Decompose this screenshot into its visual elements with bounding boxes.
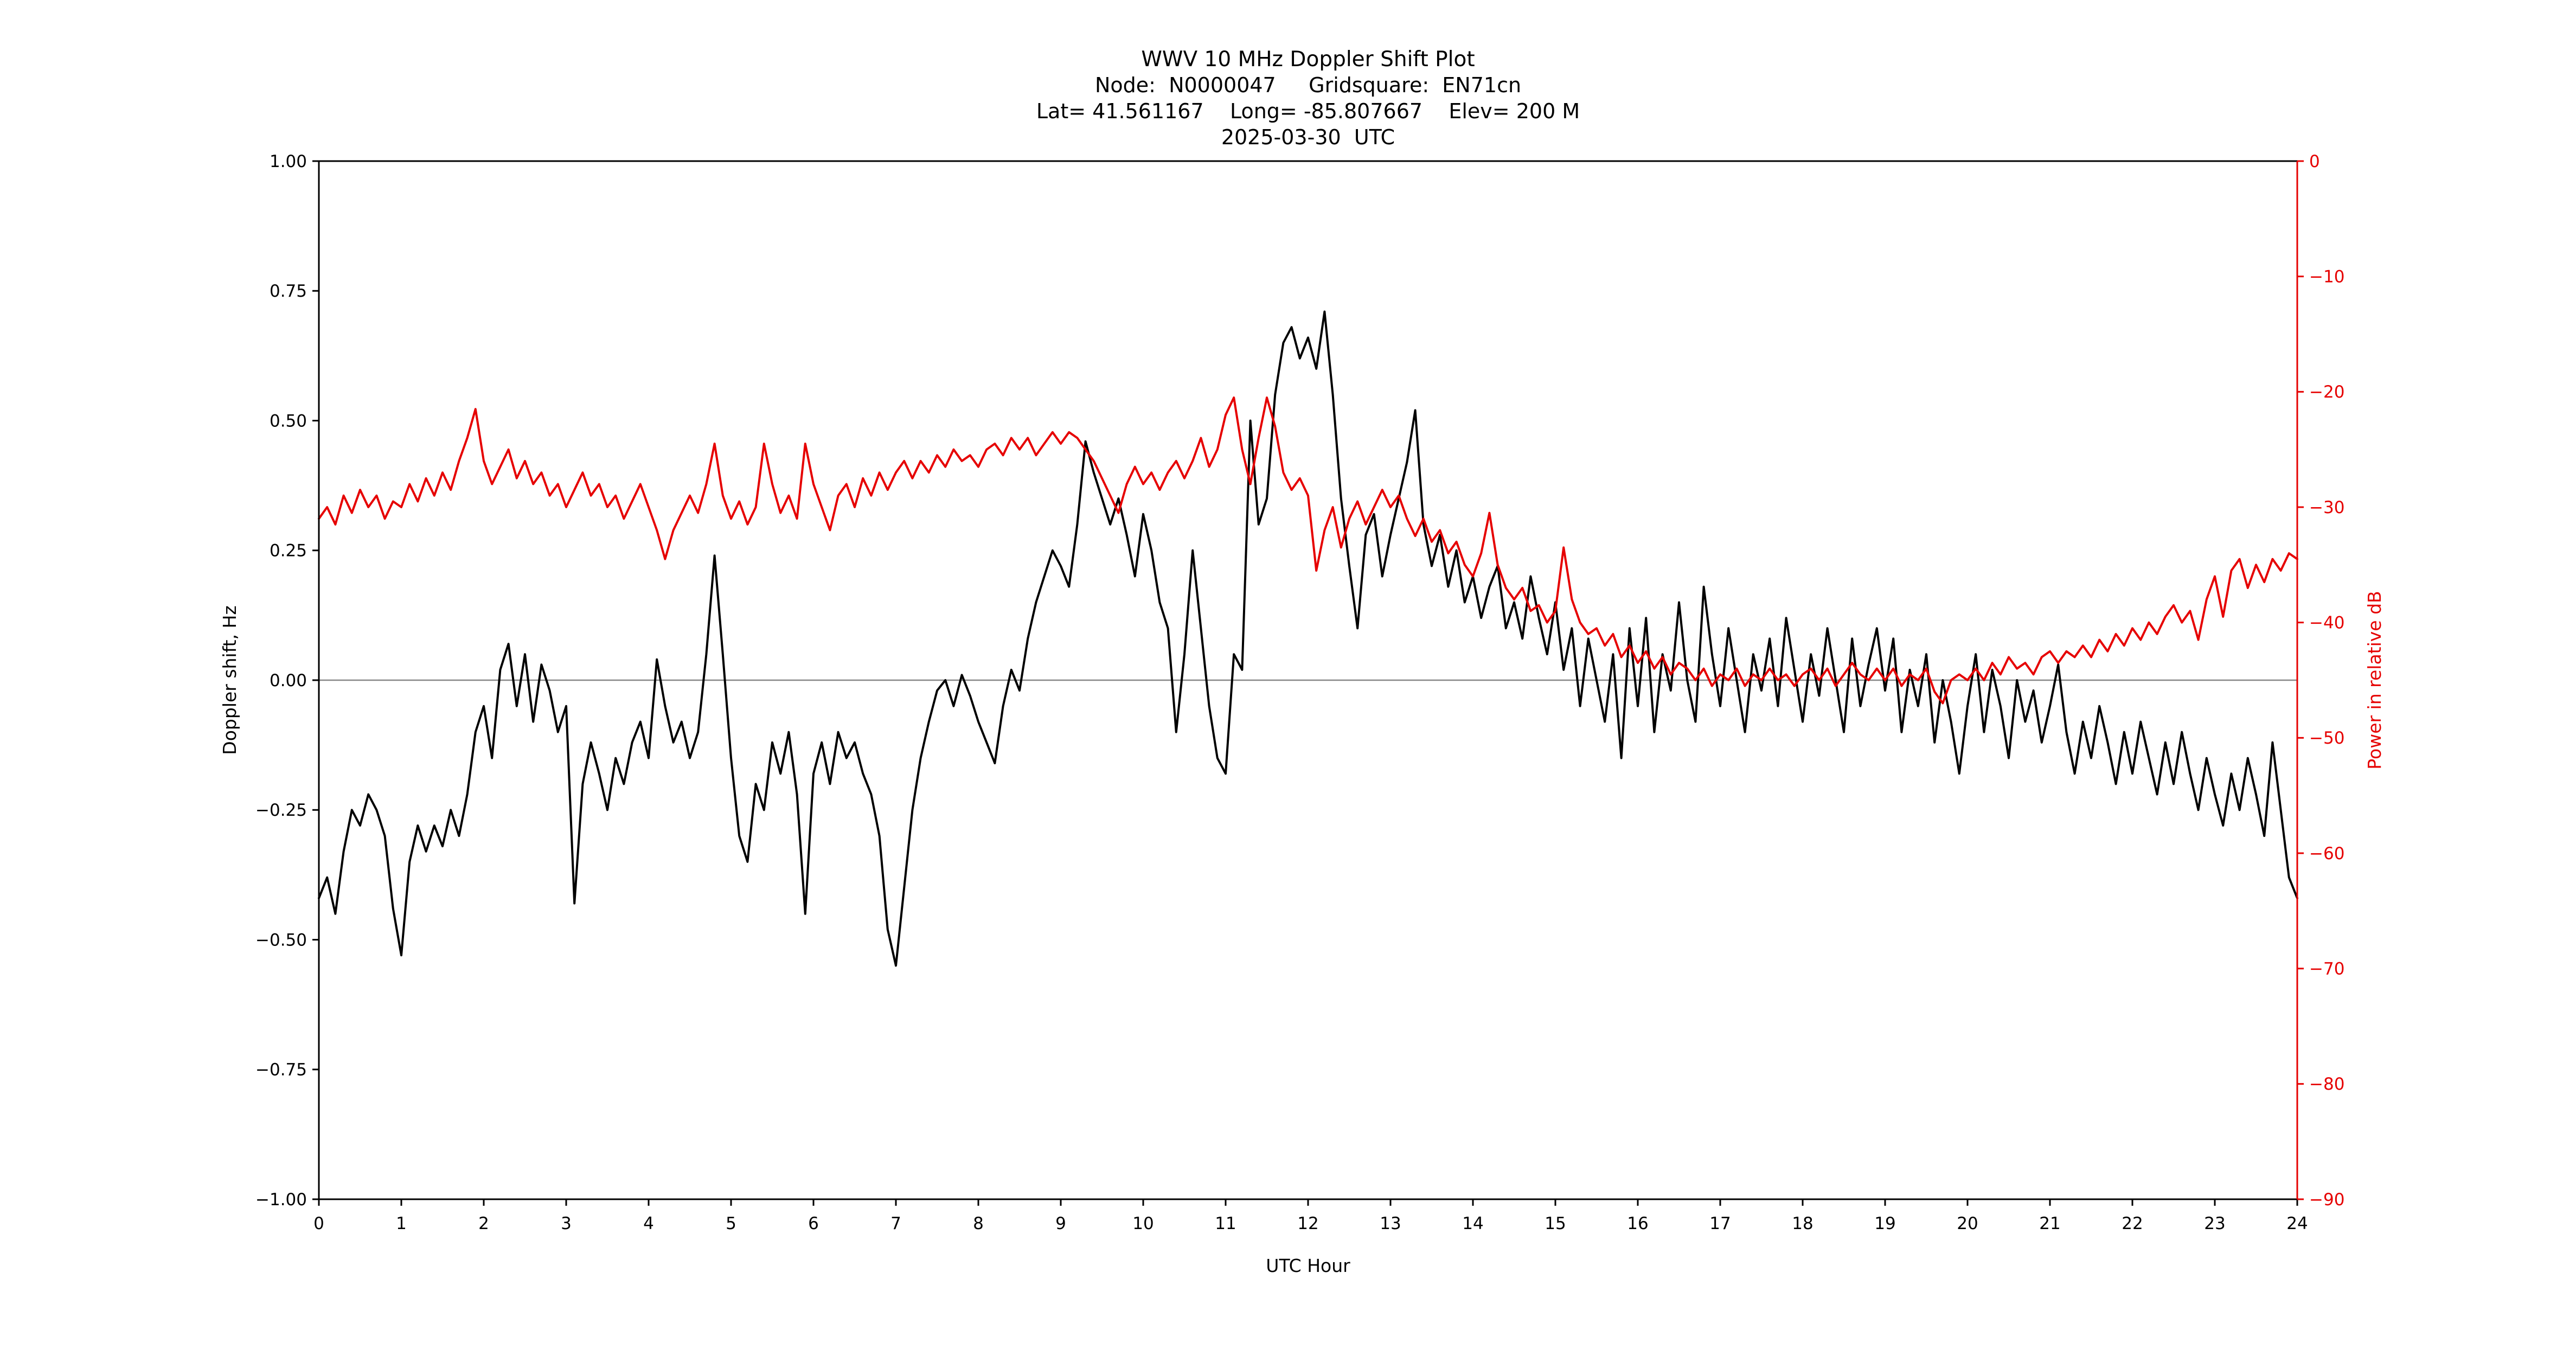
y-left-tick-label: 1.00 xyxy=(270,152,307,171)
y-right-tick-label: −60 xyxy=(2309,844,2344,864)
x-tick-label: 13 xyxy=(1380,1214,1401,1233)
y-right-tick-label: −10 xyxy=(2309,267,2344,287)
y-left-tick-label: 0.00 xyxy=(270,671,307,690)
y-left-tick-label: −0.75 xyxy=(255,1060,307,1080)
y-left-tick-label: 0.75 xyxy=(270,282,307,301)
x-tick-label: 11 xyxy=(1215,1214,1236,1233)
x-tick-label: 1 xyxy=(396,1214,407,1233)
chart-subtitle-node: Node: N0000047 Gridsquare: EN71cn xyxy=(1095,73,1521,97)
x-tick-label: 8 xyxy=(973,1214,984,1233)
plot-layer: 0 1 2 3 4 5 6 7 8 9 10 11 12 13 14 15 16 17 18 19 20 21 22 23 24… xyxy=(255,152,2344,1233)
y-right-tick-label: −20 xyxy=(2309,382,2344,402)
chart-subtitle-location: Lat= 41.561167 Long= -85.807667 Elev= 20… xyxy=(1036,99,1580,123)
x-tick-label: 4 xyxy=(643,1214,654,1233)
x-tick-label: 23 xyxy=(2204,1214,2225,1233)
x-tick-label: 20 xyxy=(1957,1214,1978,1233)
x-tick-label: 9 xyxy=(1055,1214,1066,1233)
x-tick-label: 14 xyxy=(1462,1214,1483,1233)
x-tick-label: 2 xyxy=(478,1214,489,1233)
y-left-tick-label: −0.25 xyxy=(255,801,307,820)
x-tick-label: 18 xyxy=(1792,1214,1813,1233)
y-right-axis-label: Power in relative dB xyxy=(2364,591,2385,769)
y-right-tick-label: −30 xyxy=(2309,498,2344,517)
chart-subtitle-date: 2025-03-30 UTC xyxy=(1221,125,1395,149)
y-left-axis-label: Doppler shift, Hz xyxy=(219,605,240,754)
y-left-tick-label: 0.25 xyxy=(270,541,307,561)
x-tick-label: 5 xyxy=(726,1214,736,1233)
x-tick-label: 21 xyxy=(2039,1214,2060,1233)
x-tick-label: 3 xyxy=(561,1214,572,1233)
y-right-tick-label: 0 xyxy=(2309,152,2320,171)
x-tick-label: 24 xyxy=(2286,1214,2308,1233)
x-tick-label: 16 xyxy=(1627,1214,1648,1233)
chart-title: WWV 10 MHz Doppler Shift Plot xyxy=(1141,47,1475,72)
x-tick-label: 0 xyxy=(313,1214,324,1233)
y-left-tick-label: 0.50 xyxy=(270,411,307,431)
y-right-tick-label: −70 xyxy=(2309,960,2344,979)
x-tick-label: 15 xyxy=(1545,1214,1566,1233)
y-right-tick-label: −90 xyxy=(2309,1190,2344,1210)
x-tick-label: 17 xyxy=(1709,1214,1731,1233)
x-tick-label: 7 xyxy=(890,1214,901,1233)
x-axis-label: UTC Hour xyxy=(1266,1255,1350,1276)
series-line-doppler-shift xyxy=(318,310,2298,967)
x-tick-label: 6 xyxy=(808,1214,819,1233)
y-left-tick-label: −0.50 xyxy=(255,930,307,950)
y-left-tick-label: −1.00 xyxy=(255,1190,307,1210)
series-line-power xyxy=(318,396,2298,705)
y-right-tick-label: −40 xyxy=(2309,613,2344,633)
x-tick-label: 12 xyxy=(1297,1214,1318,1233)
y-right-tick-label: −80 xyxy=(2309,1074,2344,1094)
x-tick-label: 19 xyxy=(1874,1214,1895,1233)
x-tick-label: 10 xyxy=(1132,1214,1154,1233)
x-tick-label: 22 xyxy=(2122,1214,2143,1233)
y-right-tick-label: −50 xyxy=(2309,728,2344,748)
